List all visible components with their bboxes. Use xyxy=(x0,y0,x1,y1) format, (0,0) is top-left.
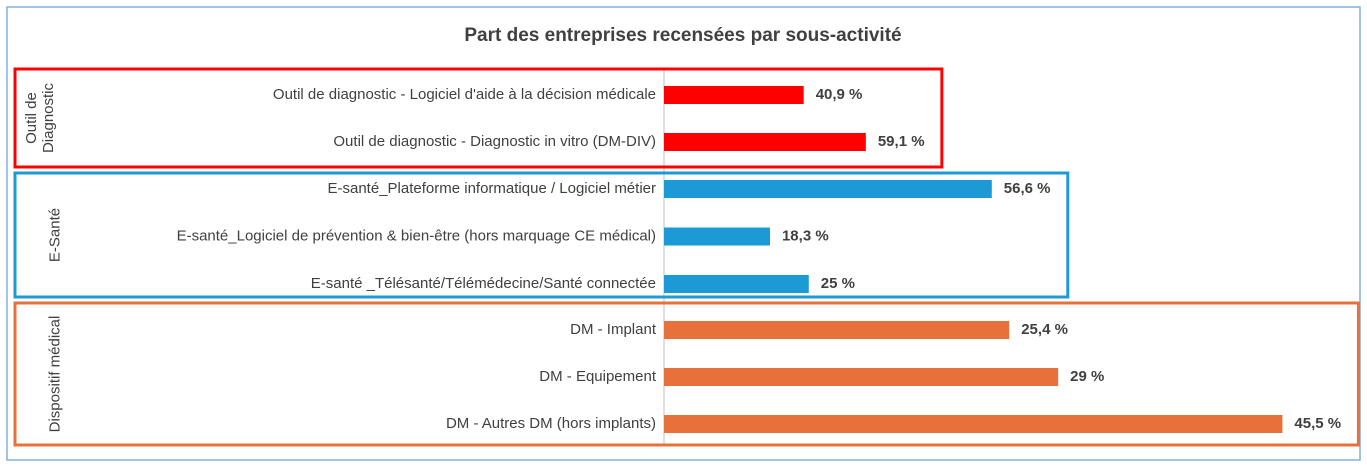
bar xyxy=(664,368,1059,386)
category-label: E-santé _Télésanté/Télémédecine/Santé co… xyxy=(311,275,656,292)
chart-title: Part des entreprises recensées par sous-… xyxy=(464,25,901,46)
bar xyxy=(664,180,992,198)
value-label: 25,4 % xyxy=(1021,321,1068,338)
value-label: 56,6 % xyxy=(1004,180,1051,197)
value-label: 45,5 % xyxy=(1294,415,1341,432)
bar xyxy=(664,415,1283,433)
value-label: 59,1 % xyxy=(878,133,925,150)
category-label: E-santé_Plateforme informatique / Logici… xyxy=(328,180,657,197)
group-box xyxy=(13,301,1360,447)
group-box xyxy=(13,67,944,169)
bar xyxy=(664,275,809,293)
group-label: Outil de Diagnostic xyxy=(23,82,57,154)
bar xyxy=(664,86,804,104)
bar xyxy=(664,321,1010,339)
group-label: E-Santé xyxy=(46,207,64,263)
bar xyxy=(664,133,866,151)
group-label: Dispositif médical xyxy=(46,315,64,433)
group-box xyxy=(13,171,1070,299)
chart-border xyxy=(6,6,1361,461)
category-label: DM - Equipement xyxy=(539,368,657,385)
value-label: 25 % xyxy=(821,275,855,292)
value-label: 29 % xyxy=(1070,368,1104,385)
category-label: Outil de diagnostic - Logiciel d'aide à … xyxy=(273,86,656,103)
category-label: DM - Autres DM (hors implants) xyxy=(446,415,656,432)
bar xyxy=(664,227,770,246)
value-label: 40,9 % xyxy=(816,86,863,103)
category-label: E-santé_Logiciel de prévention & bien-êt… xyxy=(177,227,656,244)
value-label: 18,3 % xyxy=(782,227,829,244)
category-label: Outil de diagnostic - Diagnostic in vitr… xyxy=(333,133,656,150)
category-label: DM - Implant xyxy=(570,321,657,338)
